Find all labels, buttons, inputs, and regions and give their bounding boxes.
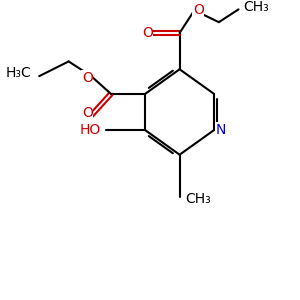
Text: O: O bbox=[142, 26, 153, 40]
Text: H₃C: H₃C bbox=[6, 66, 31, 80]
Text: O: O bbox=[82, 71, 93, 85]
Text: N: N bbox=[216, 123, 226, 137]
Text: HO: HO bbox=[80, 123, 101, 137]
Text: CH₃: CH₃ bbox=[243, 0, 269, 14]
Text: CH₃: CH₃ bbox=[185, 192, 211, 206]
Text: O: O bbox=[193, 3, 204, 17]
Text: O: O bbox=[82, 106, 93, 121]
